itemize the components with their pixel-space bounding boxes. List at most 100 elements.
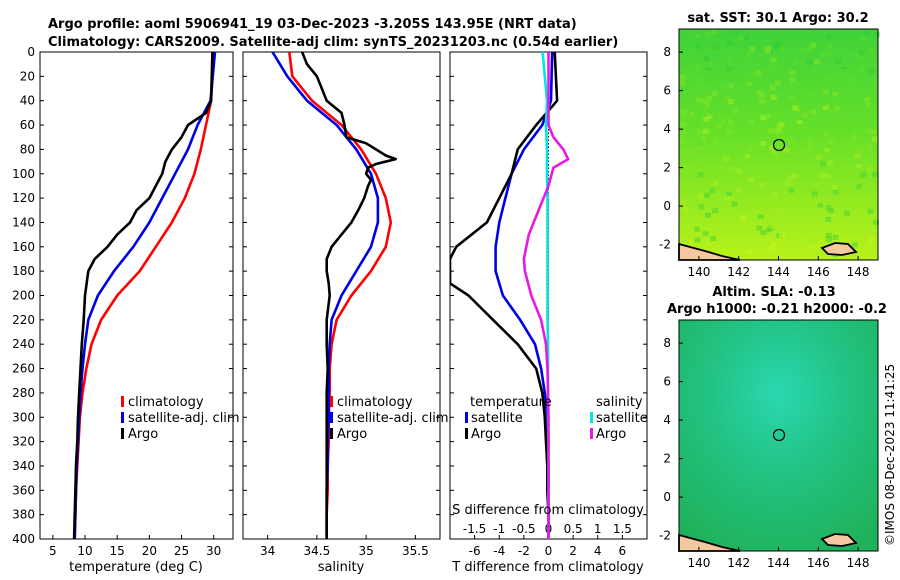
sst-pixel xyxy=(724,84,731,90)
legend-swatch-salinity-satellite xyxy=(590,412,593,423)
pressure-tick-label: 100 xyxy=(12,167,35,181)
sst-pixel xyxy=(865,102,872,108)
sst-pixel xyxy=(710,236,717,242)
sst-pixel xyxy=(775,40,782,46)
argo-location-marker xyxy=(772,138,786,152)
sst-pixel xyxy=(873,32,880,38)
sst-pixel xyxy=(790,234,797,240)
sst-pixel xyxy=(694,237,701,243)
sst-pixel xyxy=(807,224,814,230)
sst-pixel xyxy=(827,208,834,214)
sst-pixel xyxy=(790,77,796,83)
sst-pixel xyxy=(703,116,710,122)
sst-pixel xyxy=(867,208,874,214)
temperature-tick-label: 25 xyxy=(174,544,189,558)
sst-pixel xyxy=(734,29,741,34)
s-difference-tick-label: 0.5 xyxy=(564,522,583,536)
legend-swatch-temperature-satellite xyxy=(465,412,468,423)
sst-pixel xyxy=(847,128,854,134)
sst-pixel xyxy=(810,92,816,98)
sst-pixel xyxy=(713,180,720,186)
sst-pixel xyxy=(726,128,733,134)
pressure-tick-label: 80 xyxy=(20,142,35,156)
sst-pixel xyxy=(738,35,745,41)
sst-pixel xyxy=(768,223,775,229)
difference-plot: -6 -4 -2 0 2 4 6 -1.5 -1 -0.5 0 0.5 1 1.5 S differen… xyxy=(449,51,648,575)
sst-pixel xyxy=(809,245,816,251)
legend-header-salinity: salinity xyxy=(596,395,643,410)
sst-pixel xyxy=(826,34,833,40)
sst-pixel xyxy=(697,172,704,178)
sst-pixel xyxy=(746,81,753,87)
temperature-tick-label: 15 xyxy=(110,544,125,558)
sst-pixel xyxy=(747,146,754,152)
sst-pixel xyxy=(770,149,777,155)
sst-pixel xyxy=(703,192,710,198)
lat-tick-label: 8 xyxy=(663,336,671,350)
difference-legend: temperature salinity satellite Argo sate… xyxy=(465,395,648,442)
lon-tick-label: 144 xyxy=(767,556,790,570)
sst-pixel xyxy=(777,208,784,214)
sst-pixel xyxy=(835,59,841,65)
sst-pixel xyxy=(698,204,705,210)
sst-pixel xyxy=(702,231,709,237)
sst-pixel xyxy=(707,62,714,68)
sst-pixel xyxy=(712,208,719,214)
sst-pixel xyxy=(832,234,839,240)
temperature-tick-label: 10 xyxy=(77,544,92,558)
sst-pixel xyxy=(811,66,817,72)
sst-pixel xyxy=(774,91,781,97)
sst-pixel xyxy=(680,199,687,205)
sla-field xyxy=(679,320,878,551)
sst-pixel xyxy=(768,246,775,252)
t-difference-tick-label: -6 xyxy=(469,544,481,558)
sst-pixel xyxy=(840,69,847,75)
sst-lon-tick-labels: 140 142 144 146 148 xyxy=(687,256,870,279)
sst-pixel xyxy=(754,70,761,76)
sst-pixel xyxy=(796,119,803,125)
sst-pixel xyxy=(790,94,797,100)
sst-pixel xyxy=(864,97,871,103)
sst-pixel xyxy=(823,131,830,137)
sst-pixel xyxy=(785,103,792,109)
sst-pixel xyxy=(690,86,697,92)
sst-pixel xyxy=(704,102,711,108)
legend-label-argo: Argo xyxy=(337,427,367,442)
sst-pixel xyxy=(696,97,703,103)
salinity-tick-label: 35.5 xyxy=(402,544,429,558)
sst-pixel xyxy=(866,144,873,150)
pressure-tick-label: 280 xyxy=(12,386,35,400)
temperature-tick-label: 5 xyxy=(49,544,57,558)
sst-pixel xyxy=(680,110,687,115)
difference-series xyxy=(450,52,570,539)
legend-swatch-argo xyxy=(121,428,124,439)
legend-label-climatology: climatology xyxy=(128,395,204,410)
sst-pixel xyxy=(811,191,818,197)
pressure-tick-labels: 0 20 40 60 80 100 120 140 160 180 200 220 240 260 280 3… xyxy=(12,45,233,546)
temperature-xlabel: temperature (deg C) xyxy=(69,560,203,575)
salinity-plot: 34 34.5 35 35.5 salinity climatology satell… xyxy=(242,51,449,575)
sst-pixel xyxy=(748,177,755,183)
sst-pixel xyxy=(695,33,701,39)
pressure-tick-label: 40 xyxy=(20,94,35,108)
sst-pixel xyxy=(746,248,753,254)
pressure-tick-label: 320 xyxy=(12,435,35,449)
sst-pixel xyxy=(740,215,747,221)
lat-tick-label: 2 xyxy=(663,161,671,175)
legend-swatch-salinity-argo xyxy=(590,428,593,439)
lat-tick-label: 6 xyxy=(663,375,671,389)
sst-pixel xyxy=(726,56,733,62)
sst-pixel xyxy=(856,163,862,169)
sst-pixel xyxy=(834,105,841,111)
lon-tick-label: 144 xyxy=(767,265,790,279)
sst-pixel xyxy=(766,127,773,133)
sst-pixel xyxy=(820,101,827,106)
sst-pixel xyxy=(792,105,799,111)
legend-swatch-satellite xyxy=(121,412,124,423)
sst-pixel xyxy=(849,77,856,83)
pressure-tick-label: 360 xyxy=(12,483,35,497)
figure-title-line-1: Argo profile: aoml 5906941_19 03-Dec-202… xyxy=(48,17,577,32)
sst-map: sat. SST: 30.1 Argo: 30.2 140 142 144 146 14… xyxy=(659,11,880,279)
sst-pixel xyxy=(724,180,731,186)
temperature-line-argo xyxy=(72,52,214,539)
